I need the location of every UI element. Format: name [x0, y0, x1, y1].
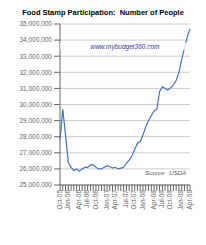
svg-text:30,000,000: 30,000,000 — [19, 101, 52, 108]
html-text:Food Stamp Participation: Numb: Food Stamp Participation: Number of Peop… — [22, 8, 184, 17]
svg-text:Jan-09: Jan-09 — [177, 190, 184, 210]
html-text:Source: USDA: Source: USDA — [145, 169, 186, 176]
html-text:www.mybudget360.com: www.mybudget360.com — [90, 43, 160, 51]
svg-text:35,000,000: 35,000,000 — [19, 20, 52, 27]
svg-text:Apr-09: Apr-09 — [186, 190, 194, 210]
svg-text:Oct-05: Oct-05 — [56, 190, 63, 210]
svg-text:31,000,000: 31,000,000 — [19, 85, 52, 92]
svg-text:29,000,000: 29,000,000 — [19, 117, 52, 124]
svg-text:Oct-08: Oct-08 — [166, 190, 173, 210]
svg-text:Oct-06: Oct-06 — [92, 190, 99, 210]
svg-text:Jul-06: Jul-06 — [83, 190, 90, 208]
svg-text:28,000,000: 28,000,000 — [19, 133, 52, 140]
svg-text:Jul-08: Jul-08 — [158, 190, 165, 208]
svg-text:33,000,000: 33,000,000 — [19, 53, 52, 60]
svg-text:Jan-07: Jan-07 — [103, 190, 110, 210]
svg-text:32,000,000: 32,000,000 — [19, 69, 52, 76]
svg-text:Oct-07: Oct-07 — [130, 190, 137, 210]
svg-text:27,000,000: 27,000,000 — [19, 149, 52, 156]
svg-text:Apr-07: Apr-07 — [111, 190, 119, 210]
svg-text:Apr-08: Apr-08 — [150, 190, 158, 210]
svg-text:Jan-06: Jan-06 — [64, 190, 71, 210]
svg-text:25,000,000: 25,000,000 — [19, 181, 52, 188]
svg-text:26,000,000: 26,000,000 — [19, 165, 52, 172]
svg-text:Apr-06: Apr-06 — [75, 190, 83, 210]
svg-text:34,000,000: 34,000,000 — [19, 36, 52, 43]
svg-text:Jan-08: Jan-08 — [139, 190, 146, 210]
svg-text:Jul-07: Jul-07 — [122, 190, 129, 208]
